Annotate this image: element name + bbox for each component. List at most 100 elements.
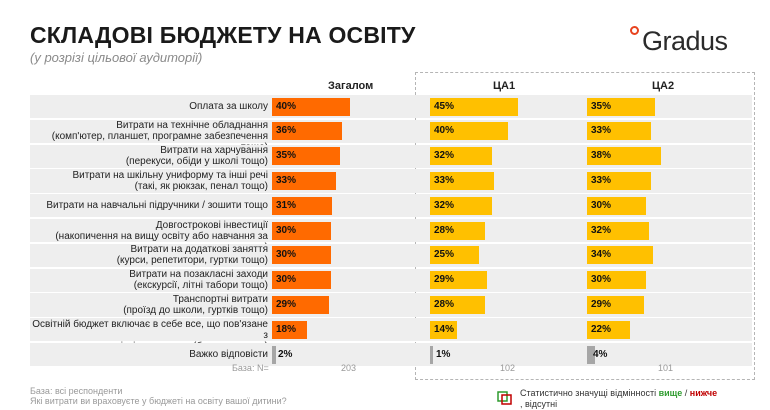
category-label: Витрати на харчування (перекуси, обіди у …: [30, 145, 268, 167]
bar-ta1: [430, 271, 487, 290]
bar-ta2: [587, 196, 646, 215]
bar-total: [272, 97, 350, 116]
bar-total: [272, 122, 343, 141]
bar-value-label: 36%: [276, 125, 297, 137]
bar-total: [272, 345, 276, 364]
category-label: Витрати на навчальні підручники / зошити…: [30, 200, 268, 211]
category-label: Витрати на позакласні заходи (екскурсії, …: [30, 269, 268, 291]
bar-ta2: [587, 320, 630, 339]
column-header-total: Загалом: [328, 80, 374, 92]
bar-value-label: 35%: [276, 150, 297, 162]
bar-value-label: 33%: [434, 175, 455, 186]
bar-total: [272, 196, 333, 215]
logo-text: Gradus: [642, 26, 728, 56]
bar-value-label: 29%: [591, 299, 612, 310]
row-background: [30, 243, 752, 267]
bar-ta1: [430, 246, 479, 265]
category-label-line: Витрати на технічне обладнання: [116, 120, 268, 132]
footnote-base: База: всі респонденти: [30, 386, 123, 396]
category-label-line: (такі, як рюкзак, пенал тощо): [134, 181, 268, 192]
bar-total: [272, 320, 308, 339]
bar-value-label: 1%: [436, 348, 451, 360]
bar-ta2: [587, 147, 662, 166]
category-label-line: Освітній бюджет включає в себе все, що п…: [32, 318, 268, 341]
row-background: [30, 343, 752, 367]
category-label: Важко відповісти: [30, 349, 268, 360]
gradus-logo: Gradus: [630, 26, 750, 56]
bar-value-label: 28%: [434, 224, 455, 236]
base-label: База: N=: [232, 363, 269, 373]
bar-ta1: [430, 147, 493, 166]
bar-value-label: 30%: [591, 274, 612, 286]
bar-ta2: [587, 271, 646, 290]
page-title: СКЛАДОВІ БЮДЖЕТУ НА ОСВІТУ: [30, 22, 416, 48]
legend-separator: /: [682, 388, 690, 398]
category-label-line: Витрати на шкільну униформу та інші речі: [72, 170, 268, 181]
bar-ta1: [430, 320, 458, 339]
row-background: [30, 194, 752, 218]
category-label: Оплата за школу: [30, 101, 268, 112]
significance-legend: Статистично значущі відмінності вище / н…: [520, 388, 730, 410]
bar-value-label: 30%: [591, 199, 612, 211]
bar-value-label: 25%: [434, 249, 455, 261]
bar-value-label: 30%: [276, 224, 297, 236]
bar-value-label: 33%: [591, 175, 612, 186]
legend-lower: нижче: [689, 388, 718, 398]
bar-total: [272, 296, 329, 314]
category-label: Транспортні витрати (проїзд до школи, гур…: [30, 294, 268, 316]
bar-total: [272, 147, 341, 166]
bar-value-label: 29%: [276, 299, 297, 310]
base-ta2: 101: [658, 363, 674, 373]
row-background: [30, 268, 752, 292]
bar-value-label: 40%: [276, 100, 297, 112]
category-label-line: Витрати на додаткові заняття: [130, 244, 269, 256]
bar-value-label: 45%: [434, 100, 455, 112]
category-label-line: (курси, репетитори, гуртки тощо): [116, 255, 268, 267]
legend-higher: вище: [658, 388, 683, 398]
bar-value-label: 33%: [276, 175, 297, 186]
logo-dot-icon: [630, 26, 639, 35]
bar-ta2: [587, 296, 644, 314]
bar-value-label: 32%: [434, 199, 455, 211]
bar-value-label: 32%: [434, 150, 455, 162]
bar-value-label: 30%: [276, 274, 297, 286]
row-background: [30, 119, 752, 143]
bar-ta1: [430, 296, 485, 314]
category-label-line: Витрати на навчальні підручники / зошити…: [46, 200, 268, 212]
bar-value-label: 33%: [591, 125, 612, 137]
row-background: [30, 144, 752, 168]
column-header-ta1: ЦА1: [493, 80, 516, 92]
base-ta1: 102: [500, 363, 516, 373]
category-label-line: Оплата за школу: [189, 101, 268, 113]
bar-total: [272, 271, 331, 290]
page-subtitle: (у розрізі цільової аудиторії): [30, 50, 203, 65]
bar-total: [272, 221, 331, 240]
category-label: Витрати на додаткові заняття (курси, репе…: [30, 244, 268, 266]
bar-ta2: [587, 345, 595, 364]
category-label-line: (екскурсії, літні табори тощо): [133, 280, 268, 292]
category-label-line: Витрати на позакласні заходи: [129, 269, 268, 281]
bar-value-label: 30%: [276, 249, 297, 261]
bar-ta2: [587, 97, 656, 116]
category-label-line: Довгострокові інвестиції: [155, 219, 268, 231]
category-label-line: Витрати на харчування: [160, 145, 268, 157]
bar-ta2: [587, 246, 654, 265]
row-background: [30, 219, 752, 243]
bar-value-label: 29%: [434, 274, 455, 286]
bar-value-label: 35%: [591, 100, 612, 112]
bar-value-label: 31%: [276, 199, 297, 211]
base-total: 203: [341, 363, 357, 373]
bar-ta2: [587, 122, 652, 141]
bar-ta1: [430, 196, 493, 215]
legend-suffix: , відсутні: [520, 399, 558, 409]
row-background: [30, 95, 752, 119]
bar-value-label: 4%: [593, 348, 608, 360]
category-label: Витрати на шкільну униформу та інші речі…: [30, 170, 268, 192]
bar-value-label: 18%: [276, 323, 297, 335]
bar-value-label: 38%: [591, 150, 612, 162]
category-label-line: Важко відповісти: [189, 349, 268, 361]
significance-legend-icon: [497, 391, 512, 405]
bar-ta1: [430, 221, 485, 240]
bar-value-label: 2%: [278, 348, 293, 360]
row-background: [30, 318, 752, 342]
